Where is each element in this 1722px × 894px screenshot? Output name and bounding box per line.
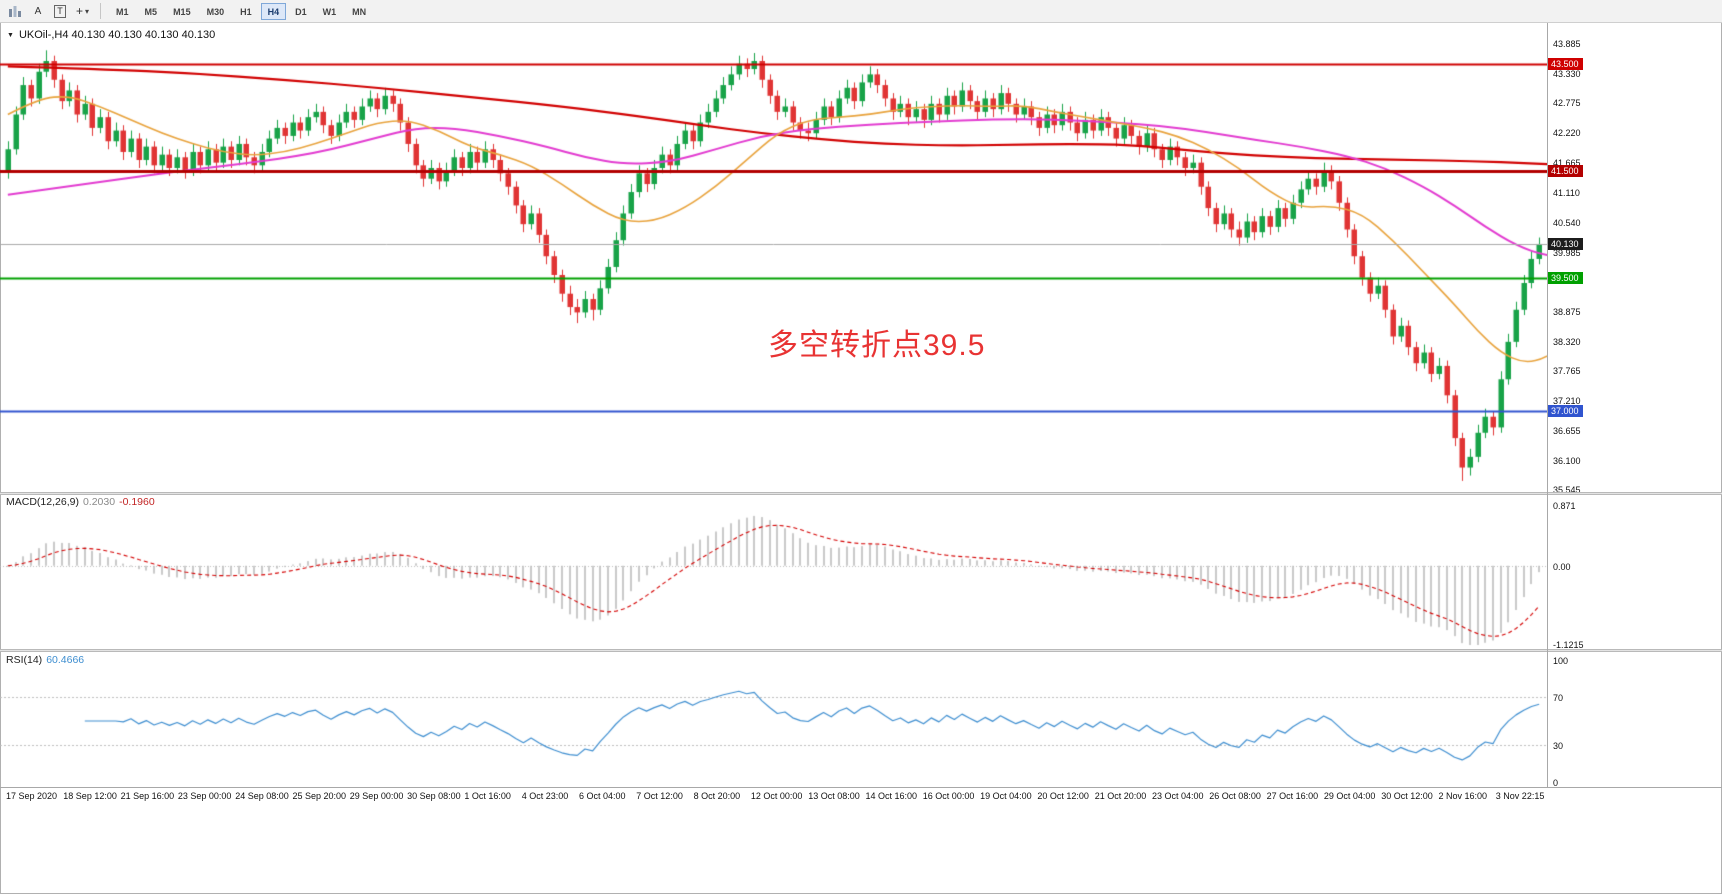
time-scale-label: 26 Oct 08:00: [1209, 791, 1261, 801]
crosshair-button[interactable]: + ▾: [72, 2, 93, 21]
text-tool-button[interactable]: T: [50, 2, 70, 21]
time-scale-label: 17 Sep 2020: [6, 791, 58, 801]
macd-main-value: 0.2030: [82, 496, 116, 508]
price-scale-label: 36.655: [1553, 425, 1581, 436]
chart-annotation[interactable]: 多空转折点39.5: [768, 329, 986, 362]
price-tag: 41.500: [1548, 164, 1583, 177]
time-axis-line: [0, 787, 1722, 788]
time-scale-label: 13 Oct 08:00: [808, 791, 860, 801]
time-scale-label: 3 Nov 22:15: [1495, 791, 1545, 801]
price-scale-label: 43.885: [1553, 39, 1581, 50]
macd-signal-value: -0.1960: [119, 496, 155, 508]
timeframe-toolbar: M1 M5 M15 M30 H1 H4 D1 W1 MN: [108, 2, 374, 21]
rsi-label: RSI(14) 60.4666: [6, 654, 84, 666]
price-tag: 39.500: [1548, 271, 1583, 284]
time-scale-label: 27 Oct 16:00: [1266, 791, 1319, 801]
chart-grid-icon: [9, 5, 21, 17]
price-scale-label: 42.775: [1553, 98, 1581, 109]
time-scale-label: 1 Oct 16:00: [464, 791, 511, 801]
chart-grid-button[interactable]: [4, 2, 26, 21]
price-scale-label: 37.210: [1553, 396, 1581, 407]
timeframe-button-m1[interactable]: M1: [109, 3, 136, 20]
time-scale-label: 25 Sep 20:00: [292, 791, 347, 801]
time-scale-label: 7 Oct 12:00: [636, 791, 683, 801]
time-scale-label: 8 Oct 20:00: [693, 791, 741, 801]
time-scale-label: 6 Oct 04:00: [579, 791, 626, 801]
time-scale-label: 29 Sep 00:00: [349, 791, 404, 801]
time-scale-label: 20 Oct 12:00: [1037, 791, 1089, 801]
time-scale-label: 21 Oct 20:00: [1094, 791, 1147, 801]
time-scale-label: 24 Sep 08:00: [235, 791, 289, 801]
price-scale-label: 39.985: [1553, 247, 1581, 258]
macd-scale-label: -1.1215: [1553, 640, 1584, 650]
timeframe-button-h4[interactable]: H4: [260, 3, 287, 21]
timeframe-button-d1[interactable]: D1: [288, 3, 314, 20]
chart-canvas[interactable]: [0, 23, 1547, 894]
panel-separator-rsi[interactable]: [0, 649, 1722, 652]
price-scale-label: 41.110: [1553, 187, 1580, 198]
macd-scale-label: 0.871: [1553, 501, 1576, 511]
time-scale-label: 29 Oct 04:00: [1323, 791, 1376, 801]
triangle-down-icon: ▼: [7, 31, 14, 39]
panel-separator-macd[interactable]: [0, 492, 1722, 495]
macd-label: MACD(12,26,9) 0.2030 -0.1960: [6, 496, 155, 508]
time-scale-label: 23 Oct 04:00: [1152, 791, 1204, 801]
chevron-down-icon: ▾: [85, 6, 90, 16]
macd-name: MACD(12,26,9): [6, 496, 79, 508]
time-scale-label: 19 Oct 04:00: [980, 791, 1032, 801]
timeframe-button-m30[interactable]: M30: [200, 3, 232, 20]
text-label-a: A: [34, 5, 42, 17]
price-scale-label: 38.875: [1553, 307, 1581, 318]
time-scale-label: 4 Oct 23:00: [521, 791, 569, 801]
time-scale-label: 16 Oct 00:00: [922, 791, 975, 801]
time-scale-label: 18 Sep 12:00: [63, 791, 117, 801]
rsi-scale-label: 30: [1553, 741, 1564, 752]
time-scale-label: 21 Sep 16:00: [120, 791, 175, 801]
rsi-name: RSI(14): [6, 654, 43, 666]
time-scale-label: 14 Oct 16:00: [865, 791, 918, 801]
price-scale-label: 42.220: [1553, 128, 1581, 139]
price-scale-label: 43.330: [1553, 68, 1581, 79]
macd-scale-label: 0.00: [1553, 561, 1571, 572]
time-scale-label: 12 Oct 00:00: [750, 791, 803, 801]
price-tag: 40.130: [1548, 237, 1583, 250]
timeframe-button-m15[interactable]: M15: [166, 3, 198, 20]
rsi-scale-label: 70: [1553, 692, 1564, 703]
rsi-scale-label: 0: [1553, 778, 1559, 788]
toolbar: A T + ▾ M1 M5 M15 M30 H1 H4 D1 W1 MN: [0, 0, 1722, 23]
text-tool-t: T: [54, 4, 66, 18]
rsi-value: 60.4666: [46, 654, 85, 666]
price-scale-label: 37.765: [1553, 366, 1581, 377]
price-scale-label: 41.665: [1553, 157, 1581, 168]
price-tag: 37.000: [1548, 405, 1583, 418]
timeframe-button-mn[interactable]: MN: [345, 3, 373, 20]
symbol-label: ▼ UKOil-,H4 40.130 40.130 40.130 40.130: [7, 29, 215, 41]
price-scale-label: 35.545: [1553, 485, 1581, 496]
time-scale-label: 30 Oct 12:00: [1381, 791, 1433, 801]
time-scale-label: 23 Sep 00:00: [177, 791, 232, 801]
price-scale[interactable]: 43.885 43.330 42.775 42.220 41.665 41.110 40.5…: [1548, 23, 1721, 803]
toolbar-separator: [100, 3, 102, 19]
time-scale-label: 30 Sep 08:00: [407, 791, 461, 801]
price-tag: 43.500: [1548, 57, 1583, 70]
symbol-ohlc-text: UKOil-,H4 40.130 40.130 40.130 40.130: [18, 29, 216, 41]
timeframe-button-w1[interactable]: W1: [316, 3, 344, 20]
crosshair-icon: +: [76, 4, 84, 18]
time-scale-label: 2 Nov 16:00: [1438, 791, 1488, 801]
timeframe-button-m5[interactable]: M5: [138, 3, 165, 20]
price-scale-label: 36.100: [1553, 455, 1581, 466]
text-label-button[interactable]: A: [28, 2, 48, 21]
time-scale[interactable]: 17 Sep 2020 18 Sep 12:00 21 Sep 16:00 23 Se…: [0, 791, 1722, 807]
rsi-scale-label: 100: [1553, 656, 1569, 666]
scale-separator: [1547, 23, 1548, 788]
price-scale-label: 40.540: [1553, 218, 1581, 229]
price-scale-label: 38.320: [1553, 336, 1581, 347]
timeframe-button-h1[interactable]: H1: [233, 3, 259, 20]
